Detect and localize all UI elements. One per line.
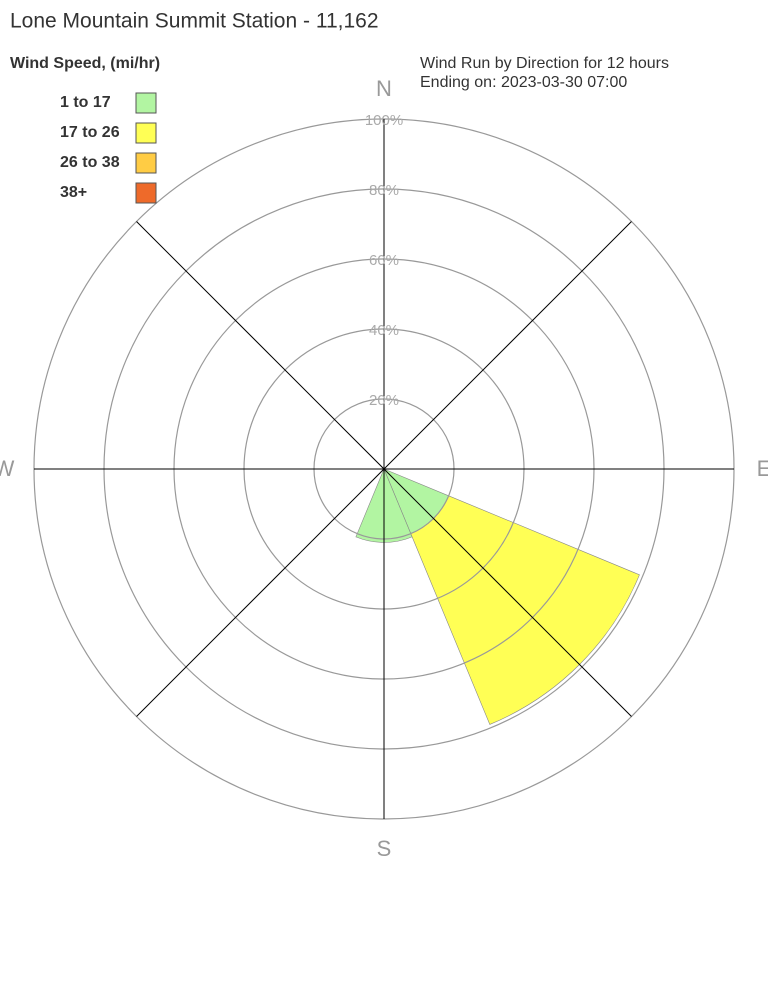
r-tick-label: 80% [369, 182, 399, 199]
legend-label: 38+ [60, 184, 87, 201]
direction-label: S [377, 836, 392, 861]
legend-label: 1 to 17 [60, 94, 111, 111]
subtitle: Ending on: 2023-03-30 07:00 [420, 74, 627, 91]
spoke [383, 468, 632, 717]
r-tick-label: 60% [369, 252, 399, 269]
legend-swatch [135, 152, 157, 174]
r-tick-label: 20% [369, 392, 399, 409]
r-tick-label: 100% [365, 112, 403, 129]
spoke [136, 221, 385, 470]
r-tick-label: 40% [369, 322, 399, 339]
legend-label: 26 to 38 [60, 154, 120, 171]
direction-label: N [376, 76, 392, 101]
legend-label: 17 to 26 [60, 124, 120, 141]
spoke [136, 468, 385, 717]
subtitle: Wind Run by Direction for 12 hours [420, 55, 669, 72]
chart-title: Lone Mountain Summit Station - 11,162 [10, 10, 379, 33]
direction-label: W [0, 456, 15, 481]
legend-title: Wind Speed, (mi/hr) [10, 55, 160, 72]
legend-swatch [135, 182, 157, 204]
spoke [383, 221, 632, 470]
legend-swatch [135, 122, 157, 144]
direction-label: E [757, 456, 768, 481]
legend-swatch [135, 92, 157, 114]
